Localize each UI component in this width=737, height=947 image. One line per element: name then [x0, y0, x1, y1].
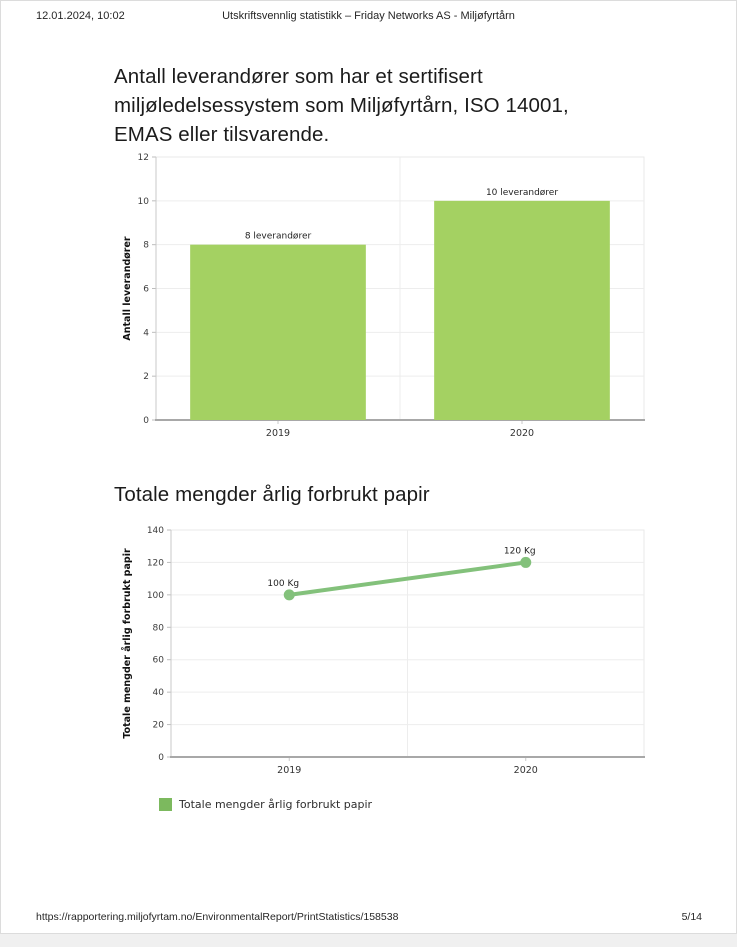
y-tick-label: 40 [153, 688, 165, 698]
y-tick-label: 20 [153, 721, 165, 731]
y-tick-label: 0 [158, 753, 164, 763]
paper-chart-legend: Totale mengder årlig forbrukt papir [159, 798, 736, 811]
y-tick-label: 2 [143, 372, 149, 382]
y-tick-label: 10 [138, 197, 150, 207]
print-datetime: 12.01.2024, 10:02 [36, 10, 125, 22]
y-axis-title: Totale mengder årlig forbrukt papir [122, 548, 133, 739]
y-tick-label: 0 [143, 416, 149, 426]
paper-line-chart: 0 20 40 60 80 100 120 140 2019 2020 Totale mengder… [114, 522, 736, 789]
point-value-label: 100 Kg [267, 579, 299, 589]
footer-url: https://rapportering.miljofyrtam.no/Envi… [36, 911, 399, 923]
y-tick-label: 100 [147, 591, 164, 601]
footer-page-number: 5/14 [681, 911, 702, 923]
legend-label: Totale mengder årlig forbrukt papir [179, 798, 373, 811]
y-axis-title: Antall leverandører [122, 236, 133, 341]
y-tick-label: 4 [143, 328, 149, 338]
legend-color-swatch [159, 798, 172, 811]
data-line [287, 560, 528, 597]
y-tick-label: 8 [143, 241, 149, 251]
suppliers-bar-chart: 0 2 4 6 8 10 12 2019 2020 Antall leverandører 8 le… [114, 149, 736, 450]
x-category-label: 2019 [277, 765, 301, 776]
x-category-label: 2020 [510, 428, 534, 439]
page-header: 12.01.2024, 10:02 Utskriftsvennlig stati… [1, 1, 736, 25]
y-tick-label: 140 [147, 526, 164, 536]
y-tick-label: 12 [138, 153, 149, 163]
bar-value-label: 8 leverandører [245, 232, 312, 242]
y-tick-label: 60 [153, 656, 165, 666]
y-tick-label: 6 [143, 285, 149, 295]
data-point-2019 [283, 589, 295, 601]
point-value-label: 120 Kg [504, 546, 536, 556]
y-tick-label: 120 [147, 558, 164, 568]
bar-value-label: 10 leverandører [486, 188, 558, 198]
bar-2020 [434, 200, 610, 420]
page-content: Antall leverandører som har et sertifise… [1, 62, 736, 811]
page-footer: https://rapportering.miljofyrtam.no/Envi… [1, 911, 736, 923]
suppliers-chart-heading: Antall leverandører som har et sertifise… [114, 65, 569, 146]
y-tick-label: 80 [153, 623, 165, 633]
bar-2019 [190, 244, 366, 420]
print-title: Utskriftsvennlig statistikk – Friday Net… [222, 10, 515, 22]
line-chart-svg: 0 20 40 60 80 100 120 140 2019 2020 Totale mengder… [122, 526, 645, 776]
data-point-2020 [520, 556, 532, 568]
x-category-label: 2020 [514, 765, 538, 776]
x-category-label: 2019 [266, 428, 290, 439]
bar-chart-svg: 0 2 4 6 8 10 12 2019 2020 Antall leverandører 8 le… [122, 153, 645, 439]
paper-chart-heading: Totale mengder årlig forbrukt papir [114, 483, 430, 506]
